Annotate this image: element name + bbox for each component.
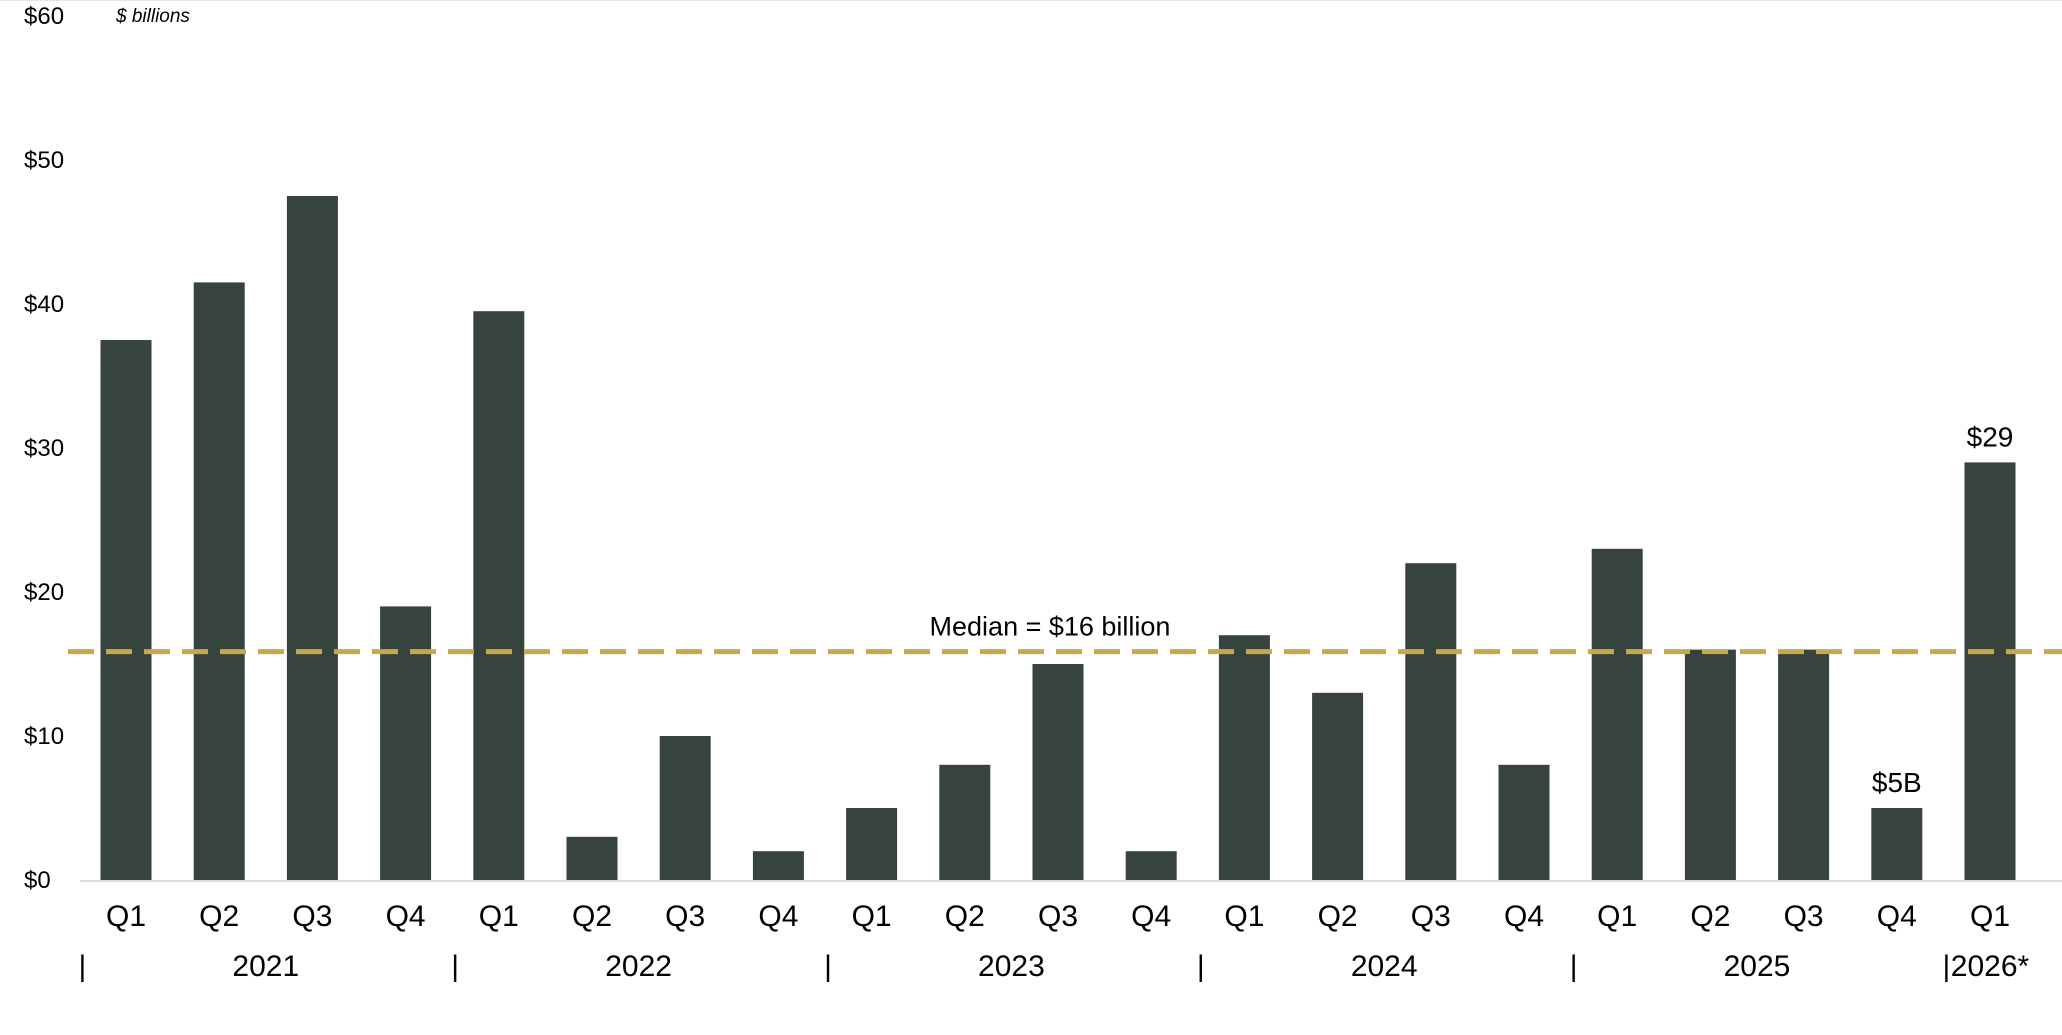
year-labels: | 2021 | 2022 | 2023 | 2024 | 2025 | 2026* — [79, 950, 2030, 983]
bar — [473, 311, 525, 880]
x-tick-label: Q4 — [1504, 900, 1544, 933]
x-tick-label: Q1 — [479, 900, 519, 933]
x-tick-label: Q3 — [1411, 900, 1451, 933]
bar — [846, 808, 898, 880]
bar — [286, 196, 338, 880]
bars — [100, 196, 2016, 880]
bar — [100, 340, 152, 880]
x-tick-label: Q1 — [1970, 900, 2010, 933]
bar — [1125, 851, 1177, 880]
x-axis-ticks: Q1 Q2 Q3 Q4 Q1 Q2 Q3 Q4 Q1 Q2 Q3 Q4 Q1 Q2 Q3 Q4 Q1 Q2 Q3 Q4… — [106, 900, 2010, 933]
x-tick-label: Q4 — [386, 900, 426, 933]
year-label: 2024 — [1351, 950, 1418, 983]
year-separator: | — [451, 950, 459, 983]
x-tick-label: Q4 — [1877, 900, 1917, 933]
unit-label: $ billions — [115, 6, 190, 27]
bar — [939, 764, 991, 880]
median-group: Median = $16 billion — [68, 612, 2062, 655]
x-tick-label: Q1 — [852, 900, 892, 933]
bar — [1405, 563, 1457, 880]
x-tick-label: Q4 — [1131, 900, 1171, 933]
x-tick-label: Q2 — [199, 900, 239, 933]
year-label: 2025 — [1724, 950, 1791, 983]
y-tick-label: $50 — [24, 147, 64, 174]
bar — [752, 851, 804, 880]
x-tick-label: Q1 — [1597, 900, 1637, 933]
bar — [1218, 635, 1270, 880]
y-axis-ticks: $0 $10 $20 $30 $40 $50 $60 — [24, 3, 64, 894]
bar — [1684, 649, 1736, 880]
year-separator: | — [1197, 950, 1205, 983]
median-label: Median = $16 billion — [930, 612, 1171, 642]
y-tick-label: $60 — [24, 3, 64, 30]
x-tick-label: Q3 — [1784, 900, 1824, 933]
x-tick-label: Q1 — [1224, 900, 1264, 933]
bar — [1964, 462, 2016, 880]
x-tick-label: Q3 — [665, 900, 705, 933]
data-labels: $5B $29 — [1872, 421, 2013, 798]
year-label: 2022 — [605, 950, 672, 983]
year-label: 2023 — [978, 950, 1045, 983]
x-tick-label: Q2 — [1318, 900, 1358, 933]
bar — [1591, 548, 1643, 880]
bar — [193, 282, 245, 880]
year-separator: | — [79, 950, 87, 983]
data-label: $29 — [1967, 421, 2014, 452]
bar — [1871, 808, 1923, 880]
bar — [659, 736, 711, 880]
y-tick-label: $40 — [24, 291, 64, 318]
bar — [1498, 764, 1550, 880]
x-tick-label: Q2 — [572, 900, 612, 933]
y-tick-label: $10 — [24, 723, 64, 750]
bar — [1032, 664, 1084, 880]
x-tick-label: Q1 — [106, 900, 146, 933]
year-label: 2021 — [232, 950, 299, 983]
y-tick-label: $0 — [24, 867, 51, 894]
y-tick-label: $20 — [24, 579, 64, 606]
year-separator: | — [1943, 950, 1951, 983]
data-label: $5B — [1872, 767, 1922, 798]
x-tick-label: Q3 — [1038, 900, 1078, 933]
year-separator: | — [824, 950, 832, 983]
bar — [1778, 649, 1830, 880]
bar — [1312, 692, 1364, 880]
y-tick-label: $30 — [24, 435, 64, 462]
x-tick-label: Q3 — [292, 900, 332, 933]
x-tick-label: Q2 — [945, 900, 985, 933]
bar — [566, 836, 618, 880]
x-tick-label: Q2 — [1690, 900, 1730, 933]
year-separator: | — [1570, 950, 1578, 983]
x-tick-label: Q4 — [758, 900, 798, 933]
year-label: 2026* — [1951, 950, 2030, 983]
bar — [380, 606, 432, 880]
